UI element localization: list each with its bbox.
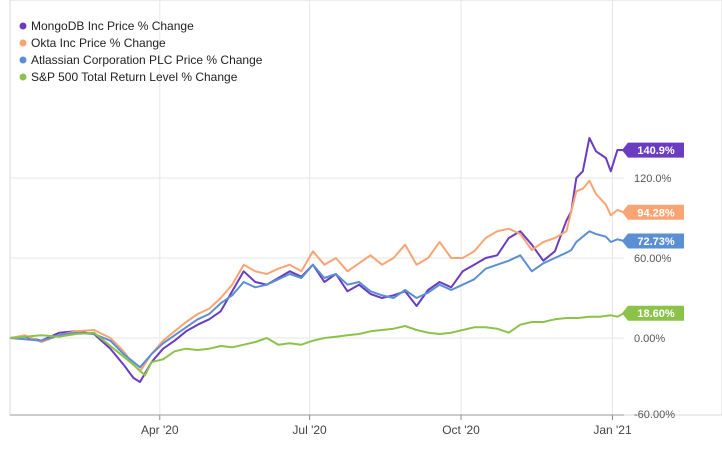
end-label-value: 140.9% [637,145,675,157]
series-line-0 [9,137,625,383]
series-line-1 [9,179,625,373]
legend: MongoDB Inc Price % Change Okta Inc Price… [19,19,263,84]
legend-marker [19,73,27,81]
x-tick-label: Oct '20 [442,423,480,437]
y-tick-label: 60.00% [634,253,672,265]
legend-label: S&P 500 Total Return Level % Change [31,70,238,84]
legend-marker [19,22,27,30]
legend-marker [19,39,27,47]
legend-label: MongoDB Inc Price % Change [31,19,194,33]
end-label-badge [622,204,684,220]
end-label-value: 18.60% [637,308,675,320]
legend-marker [19,56,27,64]
x-tick-label: Jan '21 [593,423,632,437]
legend-label: Atlassian Corporation PLC Price % Change [31,53,263,67]
y-tick-label: 120.0% [634,173,672,185]
y-tick-label: 0.00% [634,333,665,345]
x-tick-label: Apr '20 [141,423,179,437]
series-line-3 [9,312,625,377]
end-labels: 140.9% 94.28% 72.73% 18.60% [622,142,684,321]
y-tick-label: -60.00% [634,409,675,421]
series-lines [9,137,625,383]
end-label-badge [622,233,684,249]
end-label-value: 72.73% [637,236,675,248]
end-label-value: 94.28% [637,207,675,219]
axes: 120.0% 60.00% 0.00% -60.00% Apr '20 Jul '20 Oc… [10,173,675,437]
x-tick-label: Jul '20 [292,423,327,437]
end-label-badge [622,305,684,321]
series-line-2 [9,230,625,369]
legend-label: Okta Inc Price % Change [31,36,166,50]
end-label-badge [622,142,684,158]
